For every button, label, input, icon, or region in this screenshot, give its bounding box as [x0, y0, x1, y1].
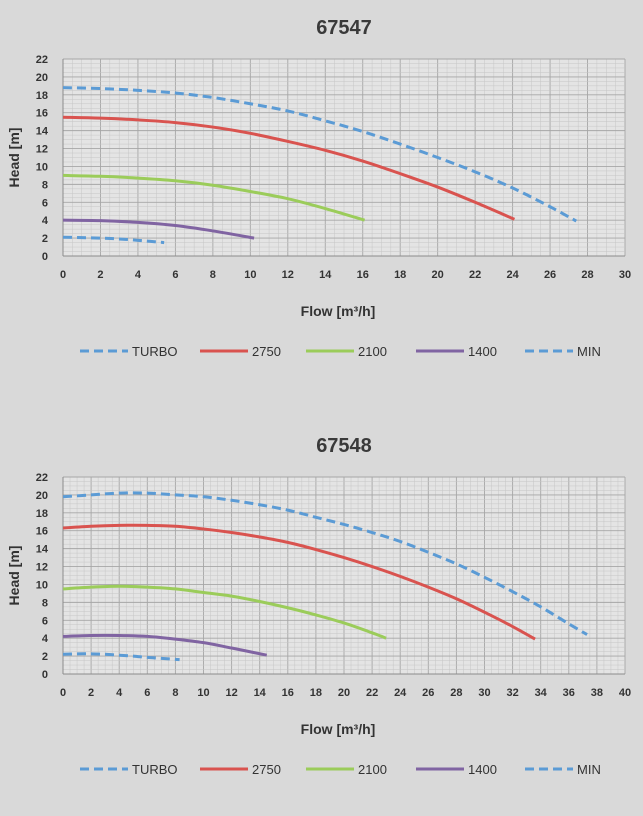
- y-tick-label: 8: [42, 597, 48, 609]
- x-tick-label: 28: [581, 269, 593, 281]
- y-tick-label: 4: [42, 215, 49, 227]
- series-line-1400: [62, 633, 268, 657]
- y-tick-label: 12: [36, 144, 48, 156]
- legend: TURBO 2750 2100 1400 MIN: [80, 344, 601, 359]
- x-tick-label: 20: [338, 687, 350, 699]
- legend: TURBO 2750 2100 1400 MIN: [80, 762, 601, 777]
- x-tick-label: 18: [310, 687, 322, 699]
- x-tick-label: 20: [432, 269, 444, 281]
- grid: [62, 476, 626, 675]
- x-tick-label: 34: [535, 687, 548, 699]
- y-tick-label: 0: [42, 669, 48, 681]
- legend-label-min: MIN: [577, 344, 601, 359]
- x-tick-label: 30: [619, 269, 631, 281]
- y-tick-label: 22: [36, 472, 48, 484]
- x-tick-label: 22: [469, 269, 481, 281]
- x-tick-label: 38: [591, 687, 603, 699]
- x-tick-label: 22: [366, 687, 378, 699]
- x-tick-label: 30: [478, 687, 490, 699]
- x-tick-label: 8: [172, 687, 178, 699]
- legend-label-2100: 2100: [358, 762, 387, 777]
- x-tick-label: 12: [225, 687, 237, 699]
- y-tick-label: 10: [36, 579, 48, 591]
- series-line-turbo: [62, 491, 588, 636]
- y-tick-label: 16: [36, 526, 48, 538]
- grid: [62, 58, 626, 257]
- series-line-2100: [62, 173, 366, 222]
- series-line-min: [62, 235, 165, 245]
- x-tick-label: 24: [394, 687, 407, 699]
- series-line-1400: [62, 218, 255, 240]
- x-tick-label: 6: [144, 687, 150, 699]
- x-tick-label: 4: [116, 687, 123, 699]
- y-axis-label: Head [m]: [6, 128, 22, 188]
- chart-title: 67548: [316, 435, 372, 457]
- legend-label-turbo: TURBO: [132, 344, 178, 359]
- legend-label-1400: 1400: [468, 762, 497, 777]
- y-tick-label: 6: [42, 197, 48, 209]
- y-tick-label: 14: [36, 544, 49, 556]
- y-tick-label: 22: [36, 54, 48, 66]
- y-tick-label: 0: [42, 251, 48, 263]
- y-tick-label: 4: [42, 633, 49, 645]
- x-tick-label: 28: [450, 687, 462, 699]
- series-line-min: [62, 652, 180, 662]
- x-tick-label: 26: [422, 687, 434, 699]
- y-tick-label: 10: [36, 161, 48, 173]
- x-tick-label: 14: [254, 687, 267, 699]
- y-tick-label: 14: [36, 126, 49, 138]
- x-axis-label: Flow [m³/h]: [301, 721, 376, 737]
- x-tick-label: 26: [544, 269, 556, 281]
- y-tick-label: 2: [42, 233, 48, 245]
- x-tick-label: 8: [210, 269, 216, 281]
- y-tick-label: 18: [36, 90, 48, 102]
- x-tick-label: 0: [60, 687, 66, 699]
- y-tick-label: 6: [42, 615, 48, 627]
- x-tick-label: 6: [172, 269, 178, 281]
- chart-title: 67547: [316, 17, 372, 39]
- x-tick-label: 16: [282, 687, 294, 699]
- x-tick-label: 18: [394, 269, 406, 281]
- legend-label-1400: 1400: [468, 344, 497, 359]
- x-tick-label: 0: [60, 269, 66, 281]
- x-tick-label: 40: [619, 687, 631, 699]
- x-axis-label: Flow [m³/h]: [301, 303, 376, 319]
- legend-label-2750: 2750: [252, 762, 281, 777]
- x-tick-label: 32: [506, 687, 518, 699]
- series-line-2750: [62, 115, 516, 221]
- legend-label-2100: 2100: [358, 344, 387, 359]
- y-tick-label: 18: [36, 508, 48, 520]
- y-tick-label: 20: [36, 490, 48, 502]
- y-axis-label: Head [m]: [6, 546, 22, 606]
- x-tick-label: 2: [88, 687, 94, 699]
- x-tick-label: 14: [319, 269, 332, 281]
- y-tick-label: 2: [42, 651, 48, 663]
- legend-label-min: MIN: [577, 762, 601, 777]
- x-tick-label: 2: [97, 269, 103, 281]
- x-tick-label: 36: [563, 687, 575, 699]
- x-tick-label: 10: [244, 269, 256, 281]
- x-tick-label: 12: [282, 269, 294, 281]
- legend-label-turbo: TURBO: [132, 762, 178, 777]
- legend-label-2750: 2750: [252, 344, 281, 359]
- series-line-2750: [62, 523, 536, 641]
- series-line-turbo: [62, 86, 578, 223]
- x-tick-label: 10: [197, 687, 209, 699]
- x-tick-label: 4: [135, 269, 142, 281]
- y-tick-label: 12: [36, 562, 48, 574]
- series-line-2100: [62, 584, 387, 640]
- x-tick-label: 16: [357, 269, 369, 281]
- x-tick-label: 24: [506, 269, 519, 281]
- y-tick-label: 16: [36, 108, 48, 120]
- y-tick-label: 20: [36, 72, 48, 84]
- y-tick-label: 8: [42, 179, 48, 191]
